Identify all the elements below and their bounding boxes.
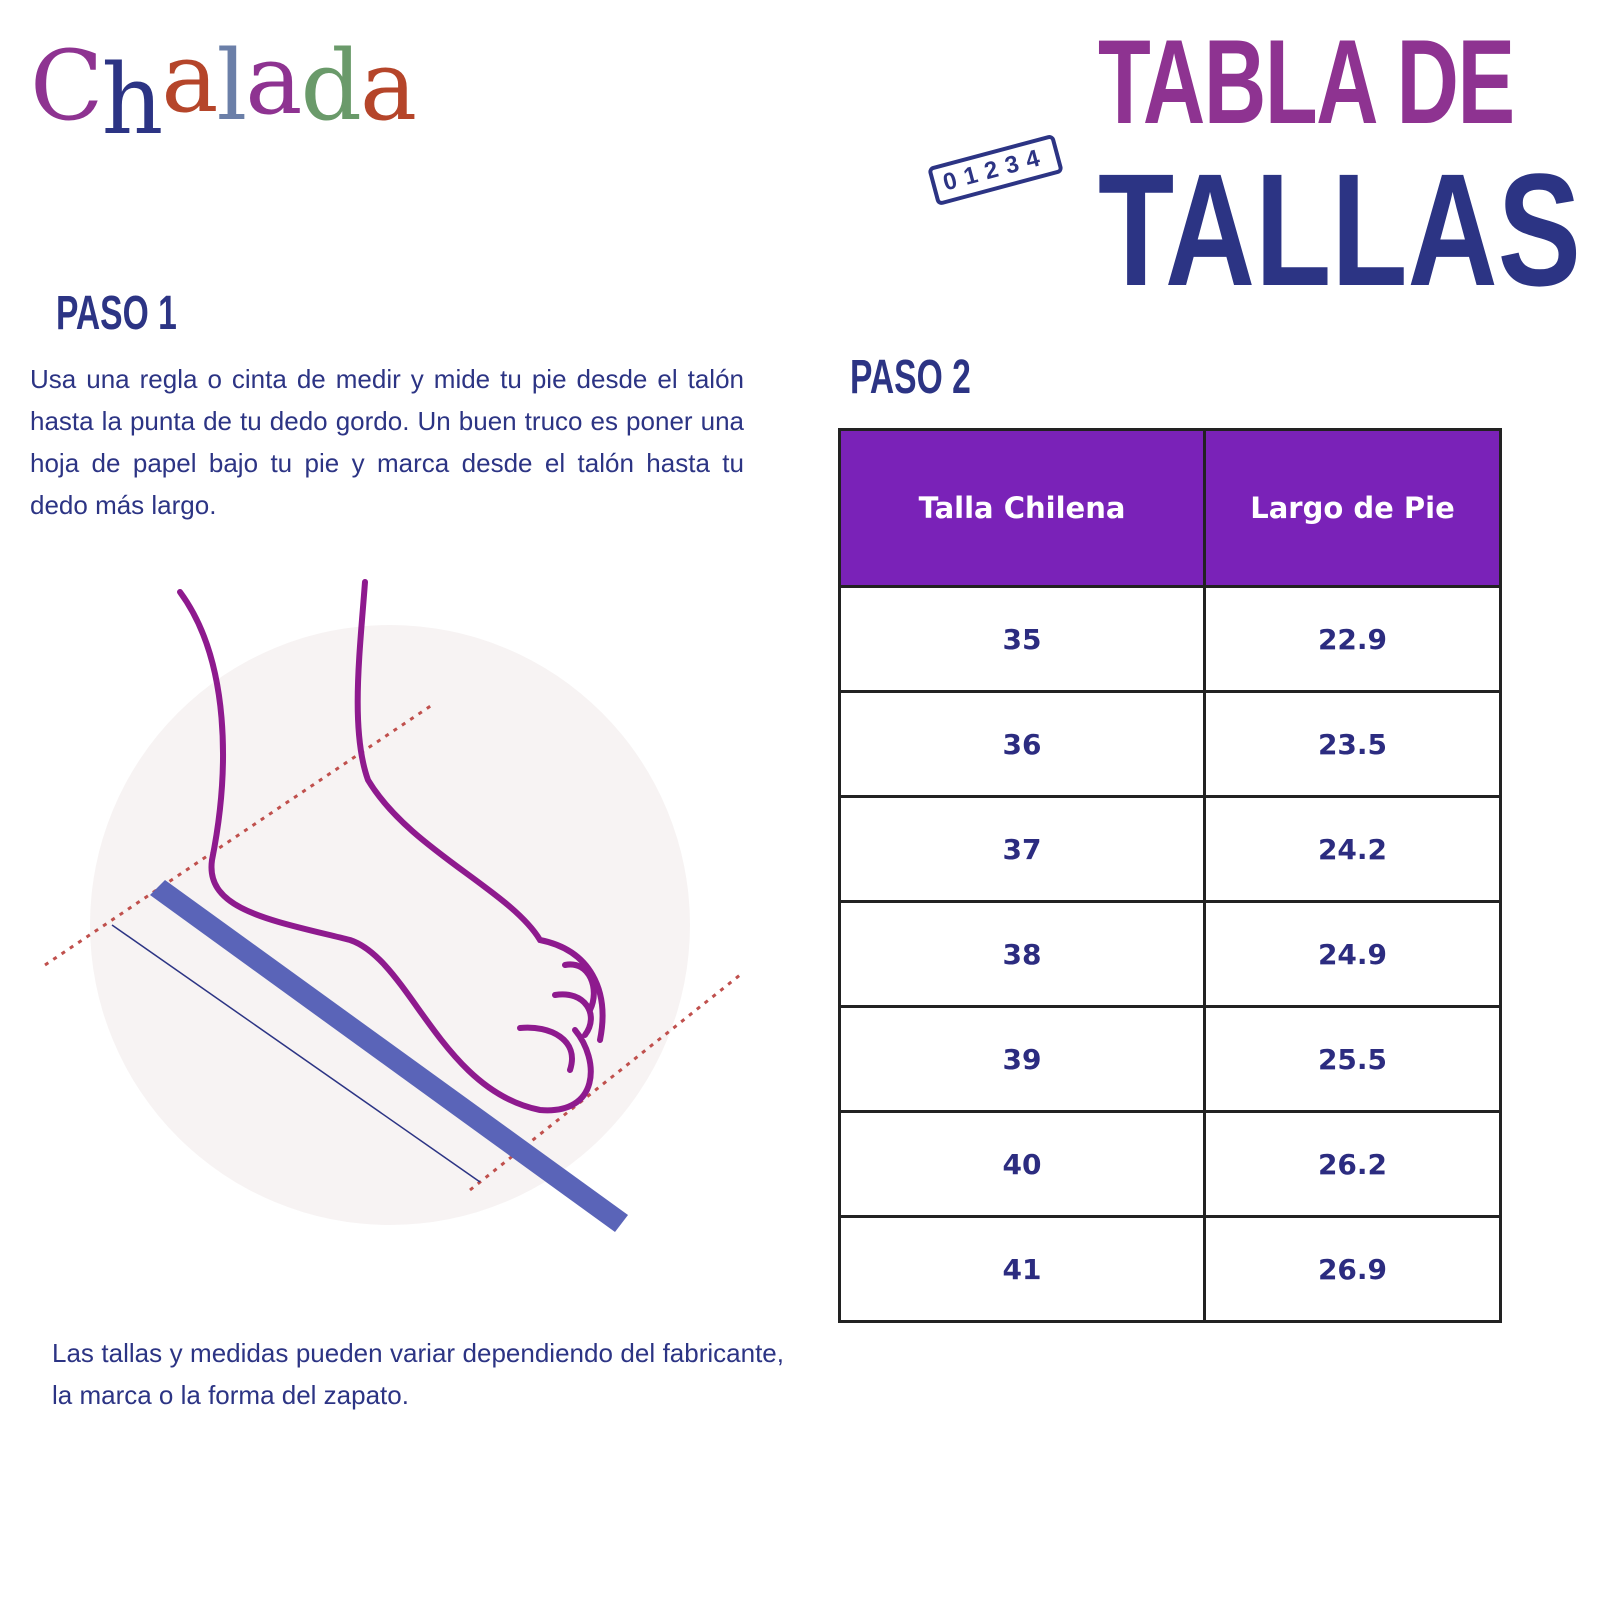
chalada-logo: Chalada <box>30 22 417 156</box>
step1-heading: PASO 1 <box>56 287 177 340</box>
column-header-largo: Largo de Pie <box>1203 428 1502 588</box>
logo-letter: a <box>161 22 218 134</box>
table-header-row: Talla Chilena Largo de Pie <box>838 428 1502 588</box>
size-table: Talla Chilena Largo de Pie 35 22.9 36 23.5… <box>838 428 1502 1323</box>
table-row: 37 24.2 <box>838 795 1502 903</box>
length-cell: 26.9 <box>1203 1215 1502 1323</box>
table-row: 41 26.9 <box>838 1215 1502 1323</box>
column-header-talla: Talla Chilena <box>838 428 1206 588</box>
toe-guide-line <box>469 973 741 1192</box>
ruler-icon: 01234 <box>927 133 1064 207</box>
step1-text: Usa una regla o cinta de medir y mide tu… <box>30 364 744 520</box>
foot-measuring-illustration <box>44 579 741 1232</box>
heel-guide-line <box>44 701 436 967</box>
size-cell: 37 <box>838 795 1206 903</box>
background-circle <box>90 625 690 1225</box>
step2-heading: PASO 2 <box>850 351 971 404</box>
length-cell: 25.5 <box>1203 1005 1502 1113</box>
page-title: TABLA DE TALLAS <box>1098 22 1600 310</box>
table-row: 35 22.9 <box>838 585 1502 693</box>
logo-letter: d <box>300 30 361 142</box>
toes-outline <box>517 961 597 1073</box>
logo-letter: a <box>359 30 417 142</box>
length-cell: 22.9 <box>1203 585 1502 693</box>
size-cell: 36 <box>838 690 1206 798</box>
title-line-1: TABLA DE <box>1098 15 1515 149</box>
size-cell: 38 <box>838 900 1206 1008</box>
logo-letter: l <box>216 30 248 142</box>
ruler-icon <box>150 880 628 1232</box>
table-row: 36 23.5 <box>838 690 1502 798</box>
length-cell: 23.5 <box>1203 690 1502 798</box>
logo-letter: h <box>101 44 163 156</box>
size-cell: 35 <box>838 585 1206 693</box>
logo-letter: a <box>245 24 302 136</box>
measure-arrow <box>111 924 481 1183</box>
table-row: 39 25.5 <box>838 1005 1502 1113</box>
length-cell: 24.9 <box>1203 900 1502 1008</box>
disclaimer-note: Las tallas y medidas pueden variar depen… <box>52 1338 784 1410</box>
size-cell: 41 <box>838 1215 1206 1323</box>
table-row: 38 24.9 <box>838 900 1502 1008</box>
length-cell: 26.2 <box>1203 1110 1502 1218</box>
length-cell: 24.2 <box>1203 795 1502 903</box>
size-cell: 39 <box>838 1005 1206 1113</box>
size-cell: 40 <box>838 1110 1206 1218</box>
table-row: 40 26.2 <box>838 1110 1502 1218</box>
logo-letter: C <box>30 30 103 142</box>
foot-outline <box>177 579 606 1114</box>
title-line-2: TALLAS <box>1098 140 1581 319</box>
